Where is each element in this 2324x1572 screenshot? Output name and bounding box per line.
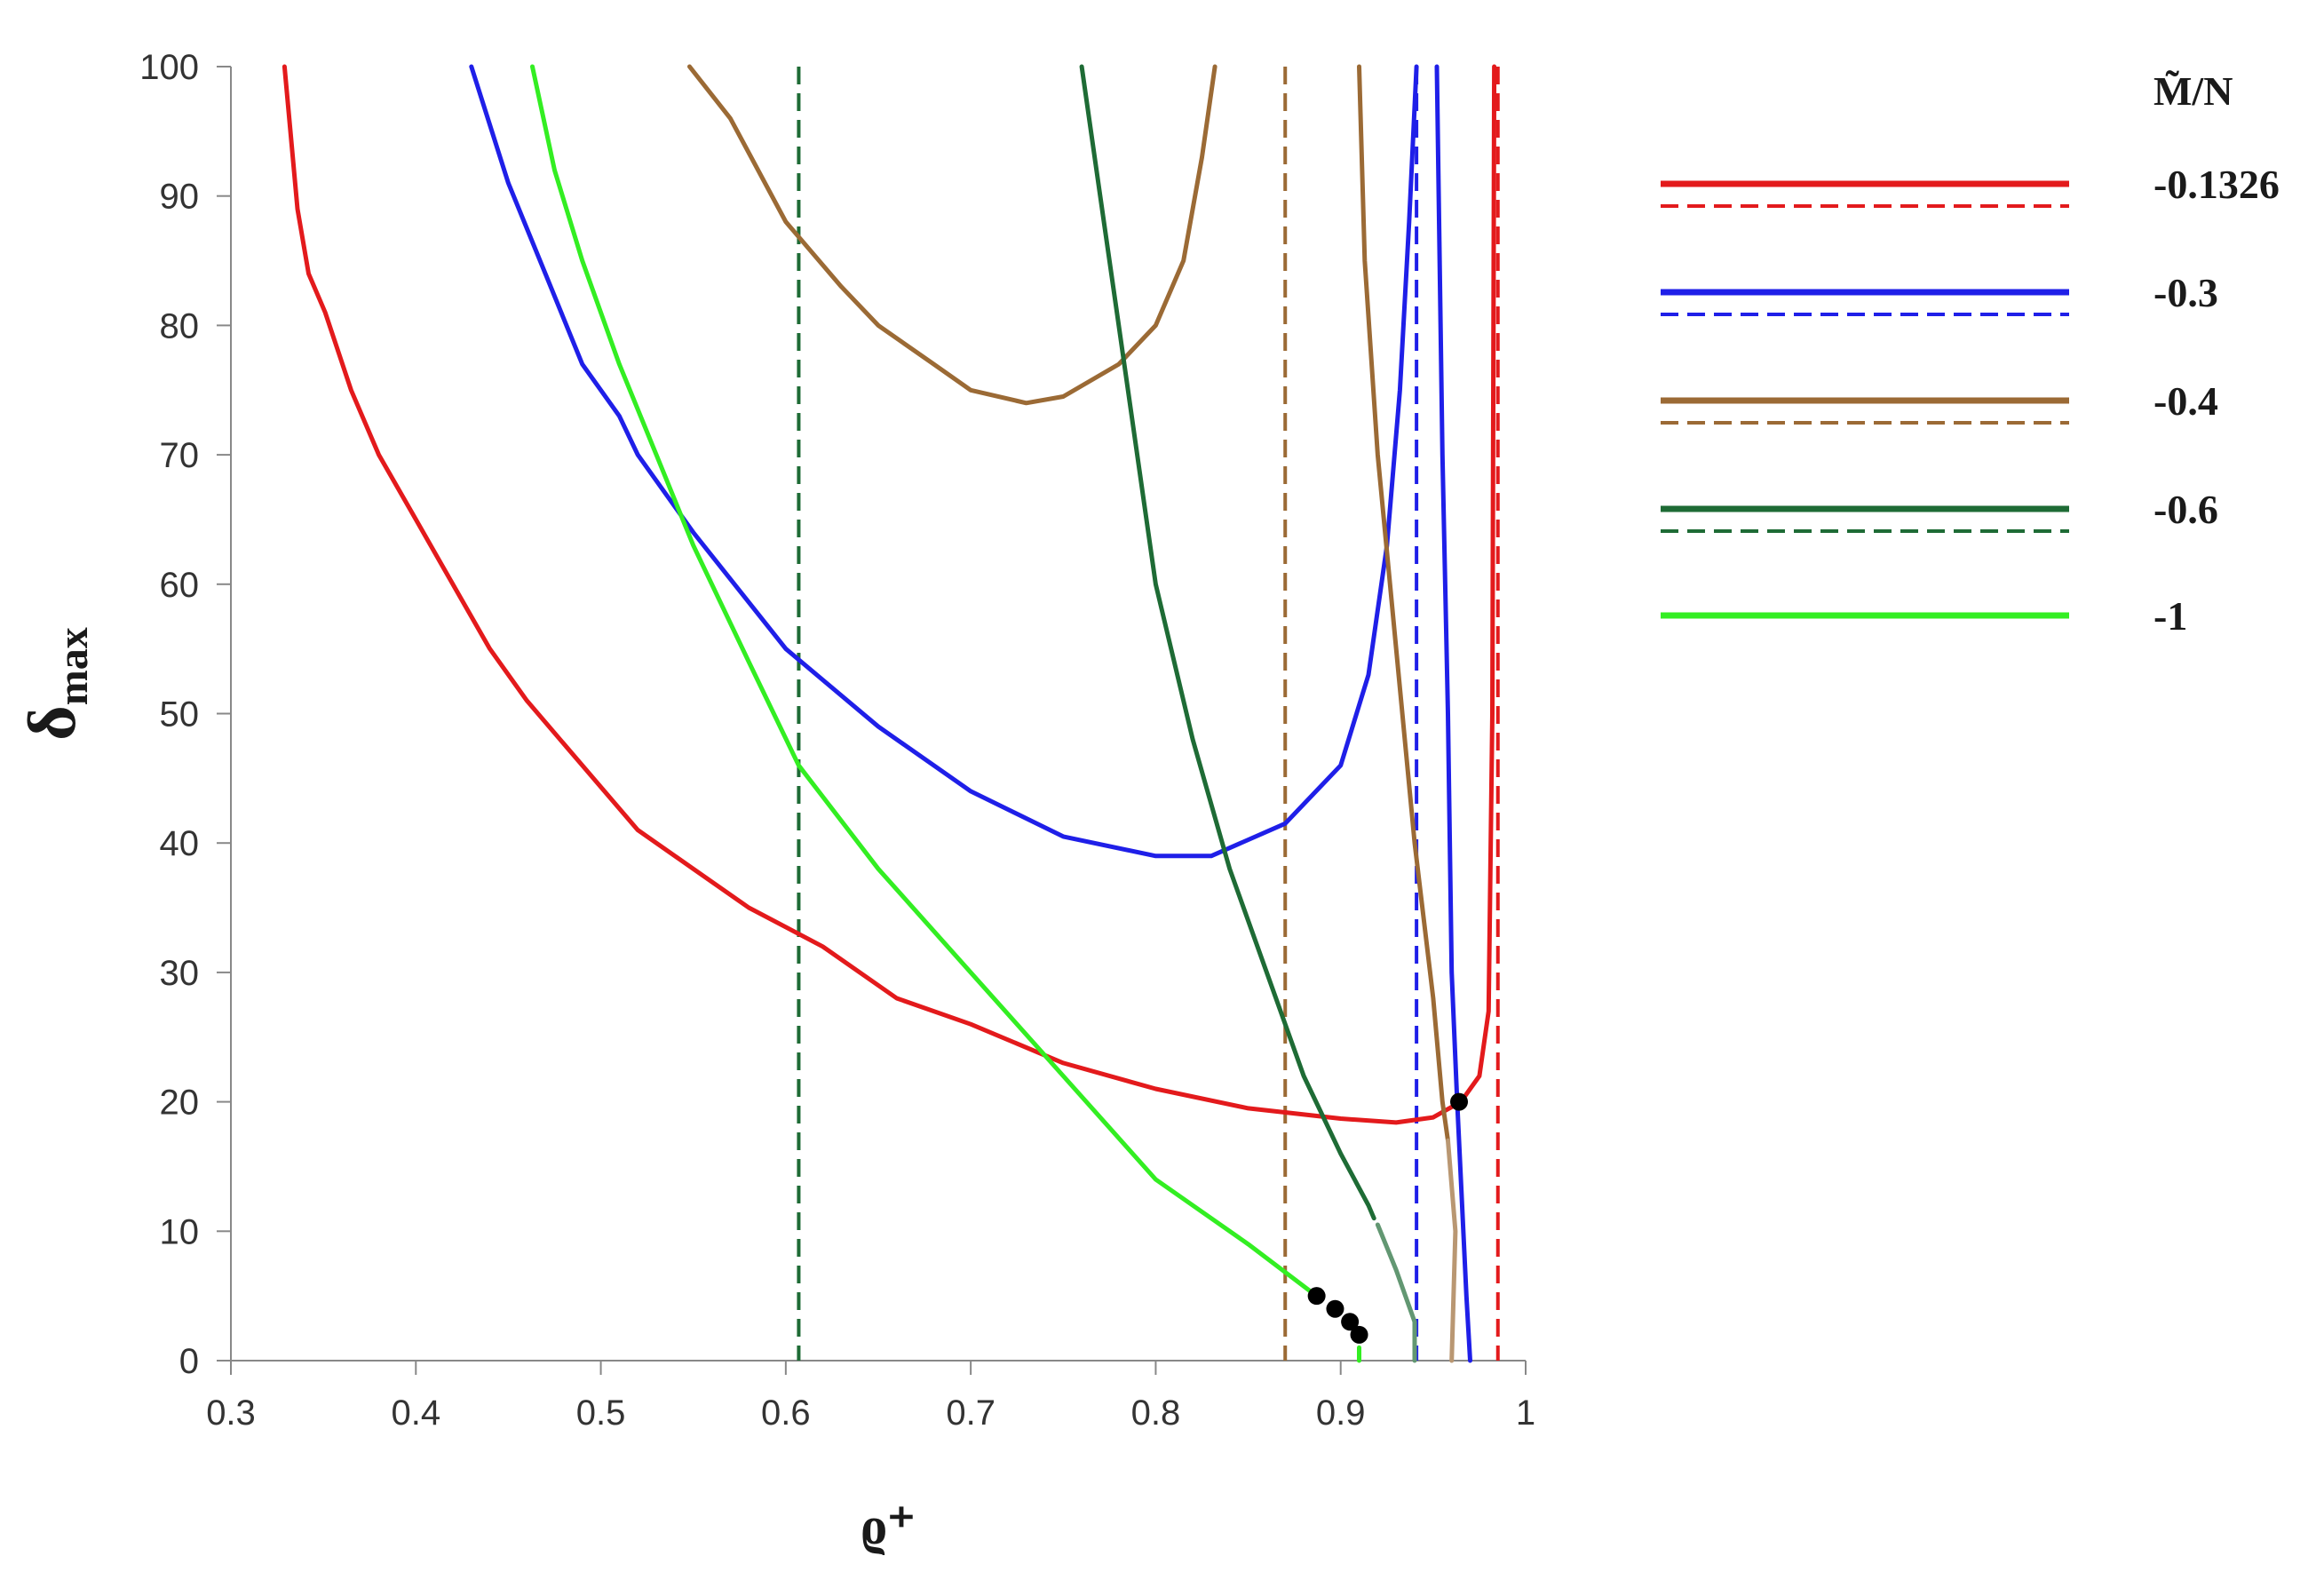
y-ticks: 0 10 20 30 40 50 60 70 80 90 100 (139, 48, 231, 1381)
y-tick-label: 20 (160, 1084, 200, 1123)
y-tick-label: 80 (160, 306, 200, 345)
series-line (1446, 1138, 1458, 1363)
legend-label: -1 (2153, 593, 2187, 639)
y-tick-label: 90 (160, 178, 200, 217)
y-axis-title-sub: max (50, 627, 97, 705)
series-line (282, 64, 1497, 1125)
series-line (1434, 64, 1472, 1363)
y-tick-label: 40 (160, 824, 200, 863)
data-marker (1341, 1313, 1360, 1331)
legend-label: -0.6 (2153, 487, 2218, 532)
x-tick-label: 0.6 (761, 1393, 811, 1433)
legend-items: -0.1326 -0.3 -0.4 -0.6 -1 (1661, 162, 2280, 639)
legend: M̃/N -0.1326 -0.3 -0.4 -0.6 -1 (1661, 68, 2280, 639)
x-tick-label: 0.3 (206, 1393, 256, 1433)
data-marker (1326, 1299, 1344, 1318)
y-axis-title-main: δ (15, 705, 90, 740)
axes: 0.3 0.4 0.5 0.6 0.7 0.8 0.9 1 0 10 20 30 40 50 60 70 80… (139, 48, 1535, 1433)
x-tick-label: 0.9 (1316, 1393, 1366, 1433)
x-tick-label: 0.4 (391, 1393, 440, 1433)
x-tick-label: 0.7 (946, 1393, 995, 1433)
y-tick-label: 70 (160, 436, 200, 475)
x-axis-title: ϱ⁺ (861, 1497, 916, 1555)
y-tick-label: 30 (160, 954, 200, 993)
y-axis-title: δmax (15, 627, 97, 740)
y-tick-label: 50 (160, 695, 200, 734)
asymptotes (797, 67, 1500, 1361)
legend-label: -0.3 (2153, 270, 2218, 315)
series-line (687, 64, 1218, 406)
series-line (1357, 64, 1450, 1143)
curves (282, 64, 1497, 1363)
y-tick-label: 60 (160, 566, 200, 605)
y-tick-label: 0 (179, 1342, 199, 1381)
legend-label: -0.1326 (2153, 162, 2280, 207)
x-tick-label: 1 (1516, 1393, 1535, 1433)
data-marker (1350, 1325, 1368, 1344)
legend-label: -0.4 (2153, 378, 2218, 424)
data-marker (1450, 1092, 1469, 1111)
series-line (530, 64, 1320, 1298)
x-tick-label: 0.5 (576, 1393, 626, 1433)
series-line (1375, 1222, 1417, 1363)
data-marker (1307, 1287, 1326, 1306)
marker-layer (1307, 1092, 1469, 1344)
x-ticks: 0.3 0.4 0.5 0.6 0.7 0.8 0.9 1 (206, 1361, 1535, 1433)
series-line (1079, 64, 1376, 1221)
y-tick-label: 100 (139, 48, 199, 87)
legend-title: M̃/N (2153, 68, 2233, 114)
x-tick-label: 0.8 (1131, 1393, 1181, 1433)
y-tick-label: 10 (160, 1212, 200, 1251)
series-line (469, 64, 1419, 859)
